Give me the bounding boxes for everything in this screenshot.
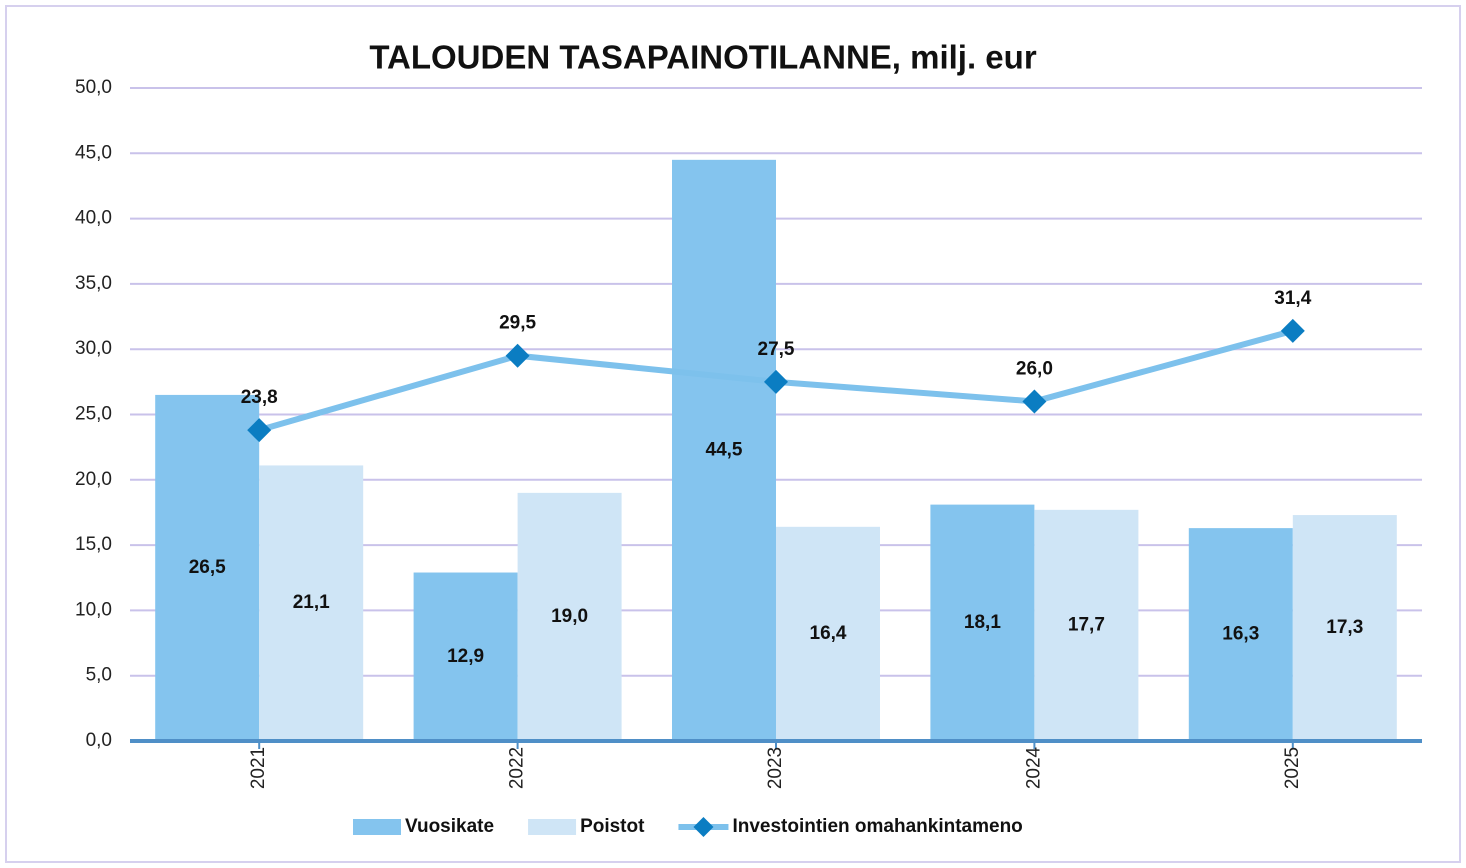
bar [776, 526, 880, 741]
line-marker [1280, 318, 1305, 343]
bar [1292, 515, 1397, 741]
bar [413, 572, 518, 741]
x-tick-label: 2023 [765, 747, 786, 789]
y-tick-label: 35,0 [75, 273, 112, 294]
y-tick-label: 30,0 [75, 338, 112, 359]
bar [259, 465, 364, 741]
y-tick-label: 0,0 [86, 730, 112, 751]
legend-label: Poistot [580, 816, 645, 837]
data-label: 27,5 [758, 339, 795, 360]
data-label: 12,9 [447, 646, 484, 667]
bar [1188, 528, 1293, 741]
y-tick-label: 5,0 [86, 665, 112, 686]
legend-label: Investointien omahankintameno [732, 816, 1022, 837]
bar [672, 159, 776, 741]
bar [1034, 509, 1139, 741]
bar [155, 394, 260, 741]
y-tick-label: 50,0 [75, 77, 112, 98]
line-marker [1022, 389, 1047, 414]
x-tick-label: 2022 [507, 747, 528, 789]
data-label: 31,4 [1274, 288, 1311, 309]
data-label: 16,3 [1222, 624, 1259, 645]
y-tick-label: 15,0 [75, 534, 112, 555]
data-label: 19,0 [551, 606, 588, 627]
data-label: 29,5 [499, 313, 536, 334]
x-tick-label: 2021 [248, 747, 269, 789]
data-label: 44,5 [706, 439, 743, 460]
line-marker [247, 418, 272, 443]
bar [930, 504, 1035, 741]
data-label: 16,4 [810, 623, 847, 644]
data-label: 23,8 [241, 387, 278, 408]
line-marker [505, 343, 530, 368]
x-tick-label: 2024 [1023, 746, 1044, 789]
data-label: 21,1 [293, 592, 330, 613]
y-tick-label: 45,0 [75, 142, 112, 163]
y-tick-label: 25,0 [75, 404, 112, 425]
y-tick-label: 40,0 [75, 208, 112, 229]
x-tick-label: 2025 [1282, 747, 1303, 789]
data-label: 26,5 [189, 557, 226, 578]
legend-marker [693, 817, 714, 837]
legend-label: Vuosikate [405, 816, 494, 837]
line-marker [764, 369, 788, 394]
legend-swatch [353, 819, 401, 835]
legend-swatch [528, 819, 577, 835]
y-tick-label: 20,0 [75, 469, 112, 490]
y-tick-label: 10,0 [75, 599, 112, 620]
data-label: 18,1 [964, 612, 1001, 633]
data-label: 17,7 [1068, 614, 1105, 635]
chart-title: TALOUDEN TASAPAINOTILANNE, milj. eur [369, 39, 1037, 76]
data-label: 17,3 [1326, 617, 1363, 638]
bar [517, 492, 622, 741]
data-label: 26,0 [1016, 358, 1053, 379]
